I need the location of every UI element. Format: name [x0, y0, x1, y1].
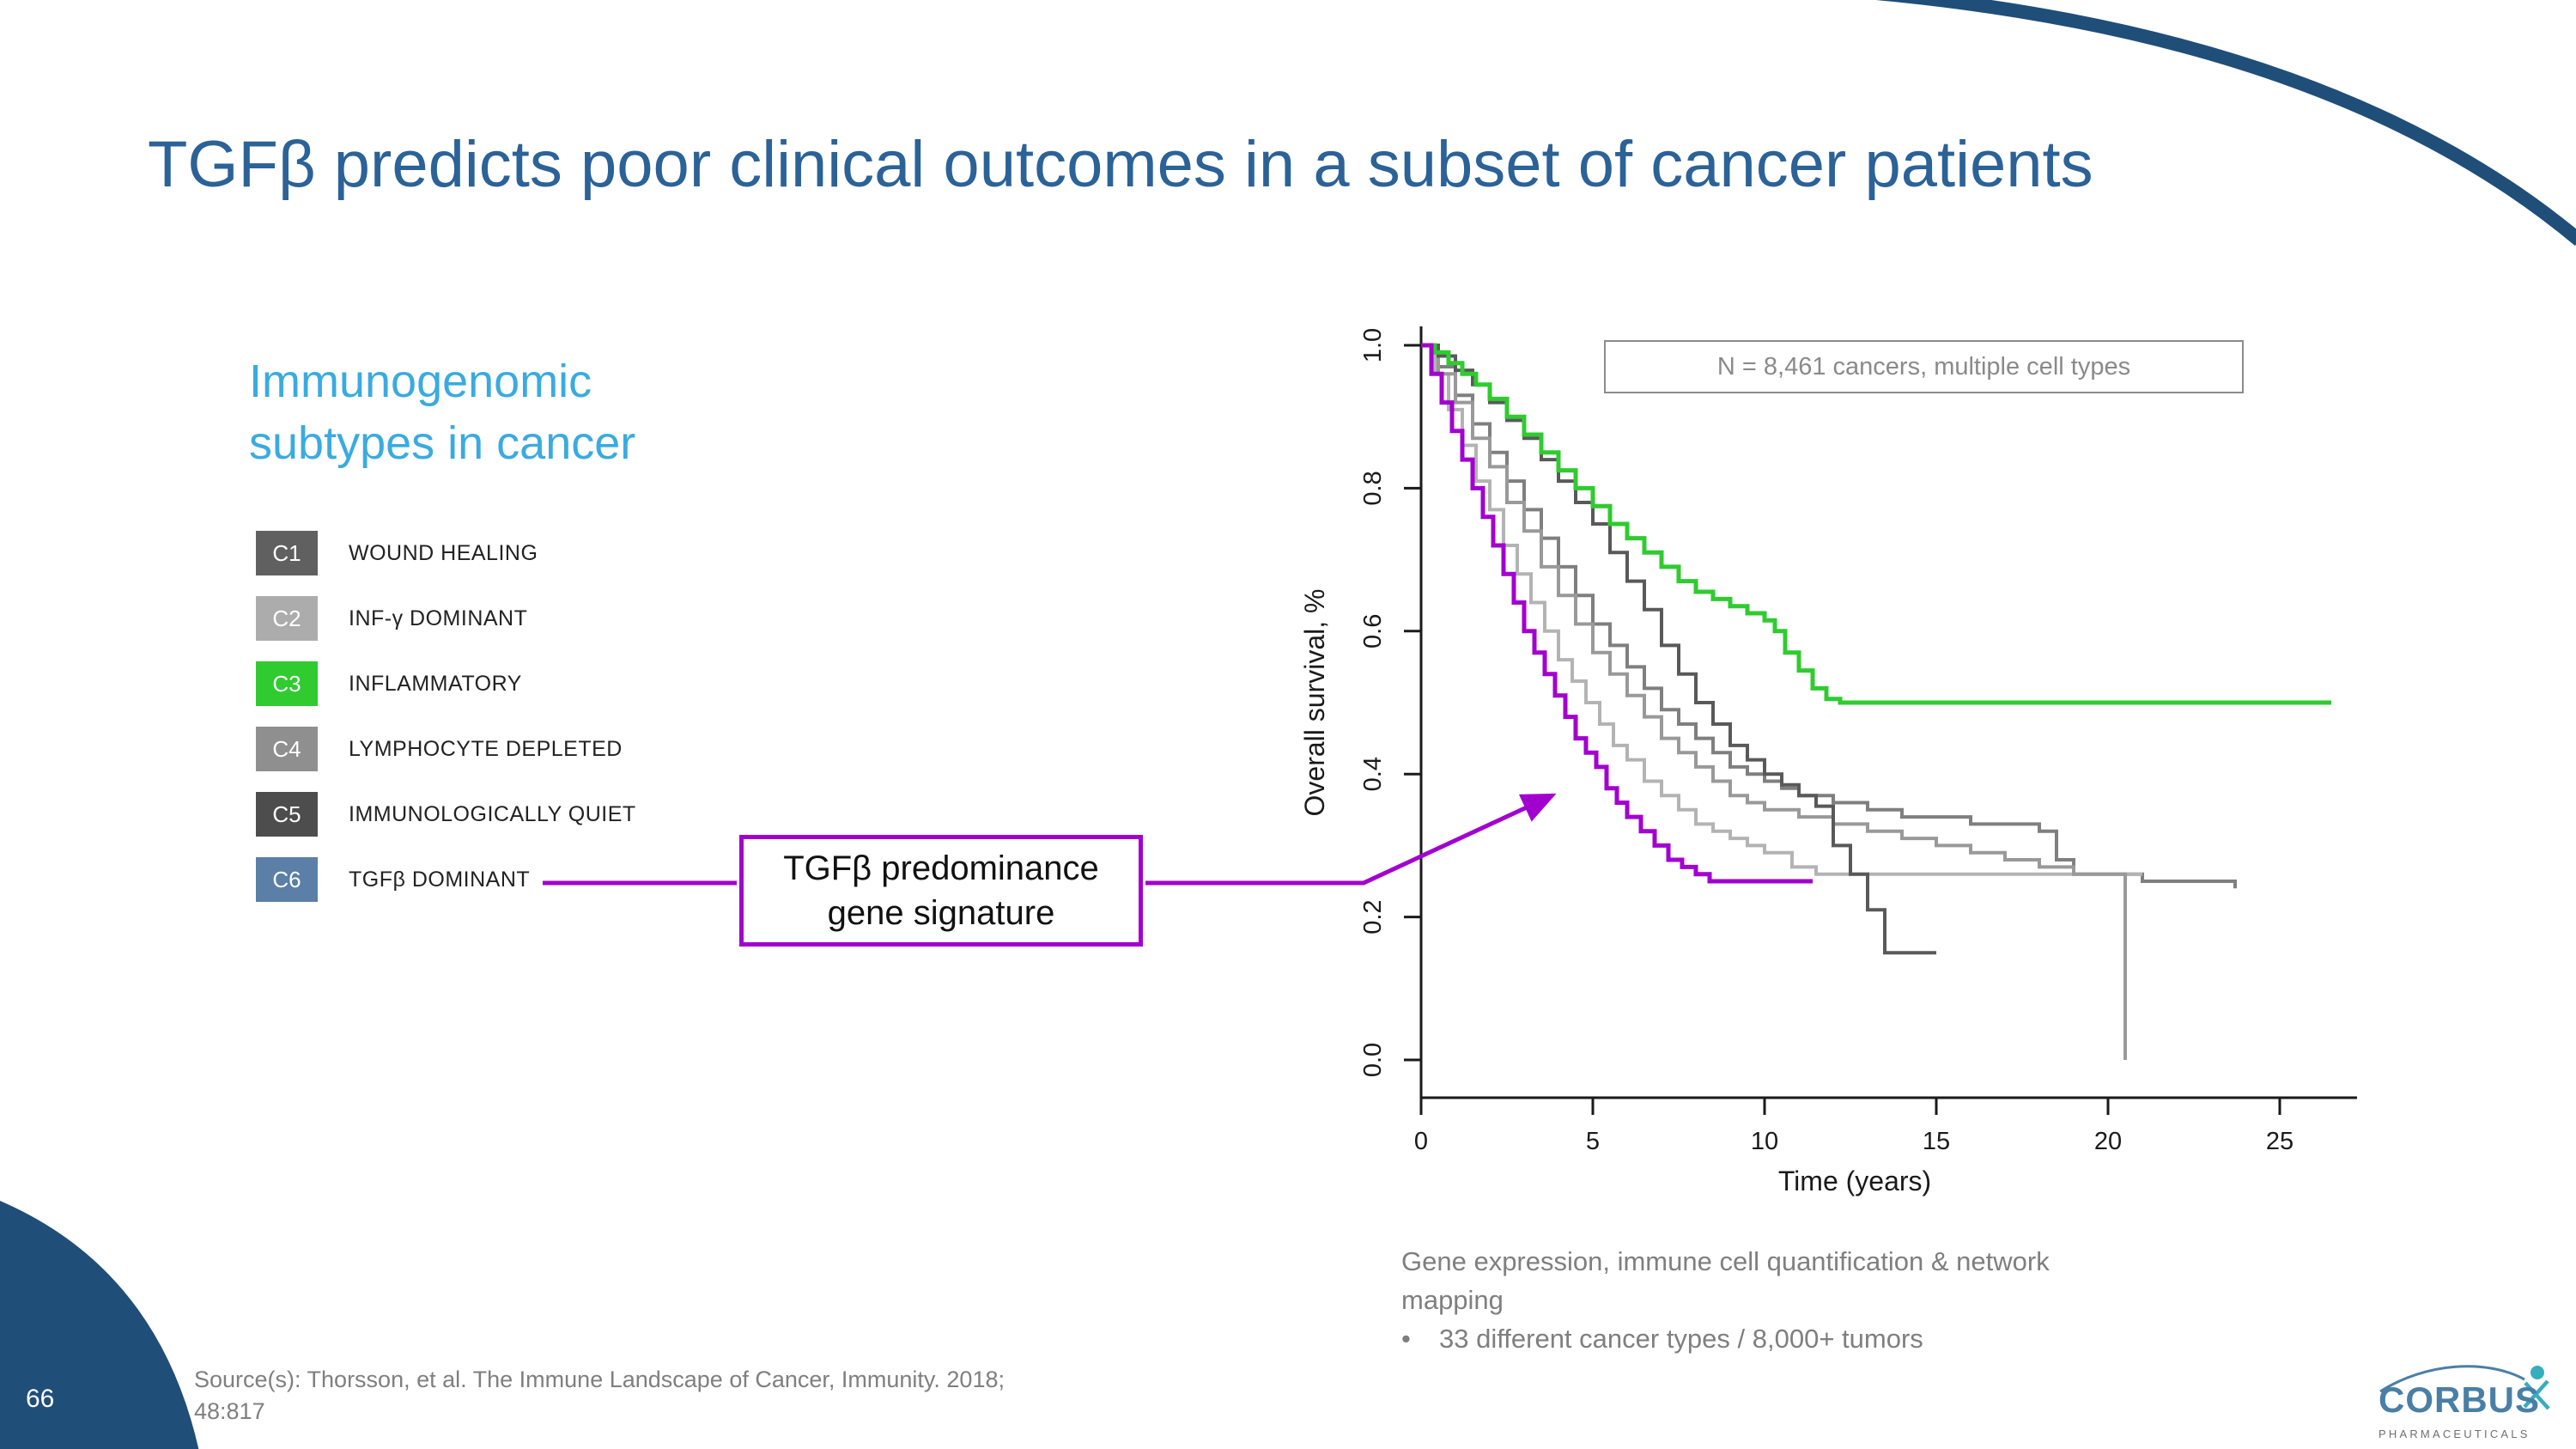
y-tick-label: 0.8 — [1359, 471, 1387, 505]
slide-title: TGFβ predicts poor clinical outcomes in … — [148, 128, 2093, 201]
legend-chip-c5: C5 — [256, 792, 318, 837]
legend-item-c2: C2 INF-γ DOMINANT — [256, 596, 636, 641]
logo-wordmark: CORBUS — [2379, 1379, 2540, 1420]
subtype-legend: C1 WOUND HEALING C2 INF-γ DOMINANT C3 IN… — [256, 531, 636, 922]
legend-item-c1: C1 WOUND HEALING — [256, 531, 636, 575]
y-tick-label: 0.2 — [1359, 899, 1387, 934]
x-tick-label: 20 — [2094, 1128, 2122, 1155]
bullet-text: 33 different cancer types / 8,000+ tumor… — [1439, 1324, 1923, 1354]
x-tick-label: 25 — [2266, 1128, 2293, 1155]
legend-code: C2 — [272, 605, 301, 631]
source-citation: Source(s): Thorsson, et al. The Immune L… — [194, 1364, 1156, 1428]
connector-arrow-box-to-curve — [1145, 793, 1557, 886]
panel-heading: Immunogenomic subtypes in cancer — [249, 356, 636, 469]
logo-swoosh — [2379, 1365, 2525, 1393]
x-tick-label: 5 — [1586, 1128, 1600, 1155]
source-line2: 48:817 — [194, 1398, 265, 1424]
survival-curve-c2 — [1421, 344, 2142, 876]
page-number: 66 — [26, 1385, 55, 1413]
x-axis-title: Time (years) — [1778, 1166, 1931, 1196]
legend-label: LYMPHOCYTE DEPLETED — [349, 736, 623, 761]
survival-curve-c1 — [1421, 344, 2237, 889]
y-axis-title: Overall survival, % — [1299, 589, 1330, 817]
callout-line1: TGFβ predominance — [783, 849, 1099, 887]
y-tick-label: 0.6 — [1359, 614, 1387, 648]
footer-notes-line2: mapping — [1401, 1285, 1504, 1315]
legend-code: C1 — [272, 539, 301, 566]
survival-curve-c4 — [1421, 344, 2127, 1060]
bullet-marker: • — [1401, 1324, 1411, 1354]
survival-curve-c5 — [1421, 344, 1936, 955]
survival-curve-c3 — [1421, 343, 2331, 705]
legend-code: C3 — [272, 670, 301, 697]
legend-chip-c4: C4 — [256, 727, 318, 771]
logo-figure-head-icon — [2530, 1366, 2544, 1379]
legend-label: TGFβ DOMINANT — [349, 867, 531, 892]
top-right-swoosh — [1875, 0, 2576, 247]
legend-code: C6 — [272, 866, 301, 892]
footer-notes-line1: Gene expression, immune cell quantificat… — [1401, 1246, 2050, 1276]
x-tick-label: 15 — [1923, 1128, 1950, 1155]
legend-label: INFLAMMATORY — [349, 671, 522, 696]
footer-bullet-item: • 33 different cancer types / 8,000+ tum… — [1401, 1319, 2226, 1358]
tgfb-callout-box: TGFβ predominance gene signature — [739, 835, 1143, 947]
callout-line2: gene signature — [827, 894, 1055, 932]
legend-item-c6: C6 TGFβ DOMINANT — [256, 857, 636, 902]
x-tick-label: 0 — [1414, 1128, 1428, 1155]
legend-chip-c1: C1 — [256, 531, 318, 575]
n-annotation-box: N = 8,461 cancers, multiple cell types — [1604, 340, 2244, 393]
corbus-logo: CORBUS PHARMACEUTICALS — [2379, 1365, 2550, 1440]
legend-item-c4: C4 LYMPHOCYTE DEPLETED — [256, 727, 636, 771]
y-tick-label: 1.0 — [1359, 328, 1387, 362]
y-tick-label: 0.4 — [1359, 757, 1387, 791]
logo-figure-icon — [2523, 1379, 2550, 1410]
survival-curve-c6 — [1421, 343, 1813, 884]
legend-label: IMMUNOLOGICALLY QUIET — [349, 801, 636, 826]
legend-code: C5 — [272, 801, 301, 827]
legend-chip-c2: C2 — [256, 596, 318, 641]
legend-chip-c3: C3 — [256, 661, 318, 706]
legend-code: C4 — [272, 735, 301, 762]
logo-subtext: PHARMACEUTICALS — [2379, 1428, 2530, 1440]
y-tick-label: 0.0 — [1359, 1043, 1387, 1077]
x-tick-label: 10 — [1751, 1128, 1778, 1155]
source-line1: Source(s): Thorsson, et al. The Immune L… — [194, 1367, 1005, 1392]
legend-label: INF-γ DOMINANT — [349, 606, 528, 630]
legend-label: WOUND HEALING — [349, 540, 538, 565]
legend-item-c3: C3 INFLAMMATORY — [256, 661, 636, 706]
legend-chip-c6: C6 — [256, 857, 318, 902]
footer-notes: Gene expression, immune cell quantificat… — [1401, 1242, 2226, 1358]
legend-item-c5: C5 IMMUNOLOGICALLY QUIET — [256, 792, 636, 837]
